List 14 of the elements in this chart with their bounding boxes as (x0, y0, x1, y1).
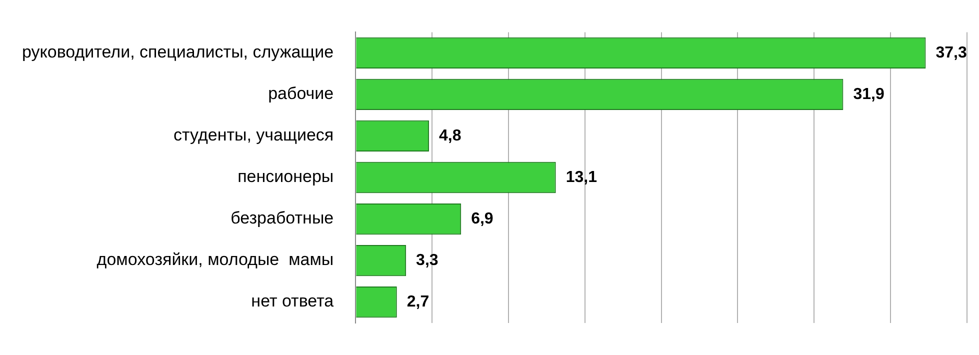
data-label: 37,3 (936, 44, 967, 62)
y-tick-label: домохозяйки, молодые мамы (96, 250, 334, 270)
y-tick-label: руководители, специалисты, служащие (22, 42, 334, 62)
y-tick-label: нет ответа (251, 292, 334, 311)
data-label: 6,9 (471, 210, 494, 228)
y-tick-label: пенсионеры (238, 167, 334, 186)
data-label: 13,1 (566, 168, 598, 186)
y-tick-label: безработные (230, 208, 334, 228)
y-tick-label: рабочие (268, 84, 334, 104)
data-label: 2,7 (406, 293, 430, 310)
data-label: 31,9 (853, 86, 884, 103)
data-label: 3,3 (416, 252, 438, 269)
y-tick-label: студенты, учащиеся (174, 126, 334, 145)
data-label: 4,8 (438, 127, 462, 144)
